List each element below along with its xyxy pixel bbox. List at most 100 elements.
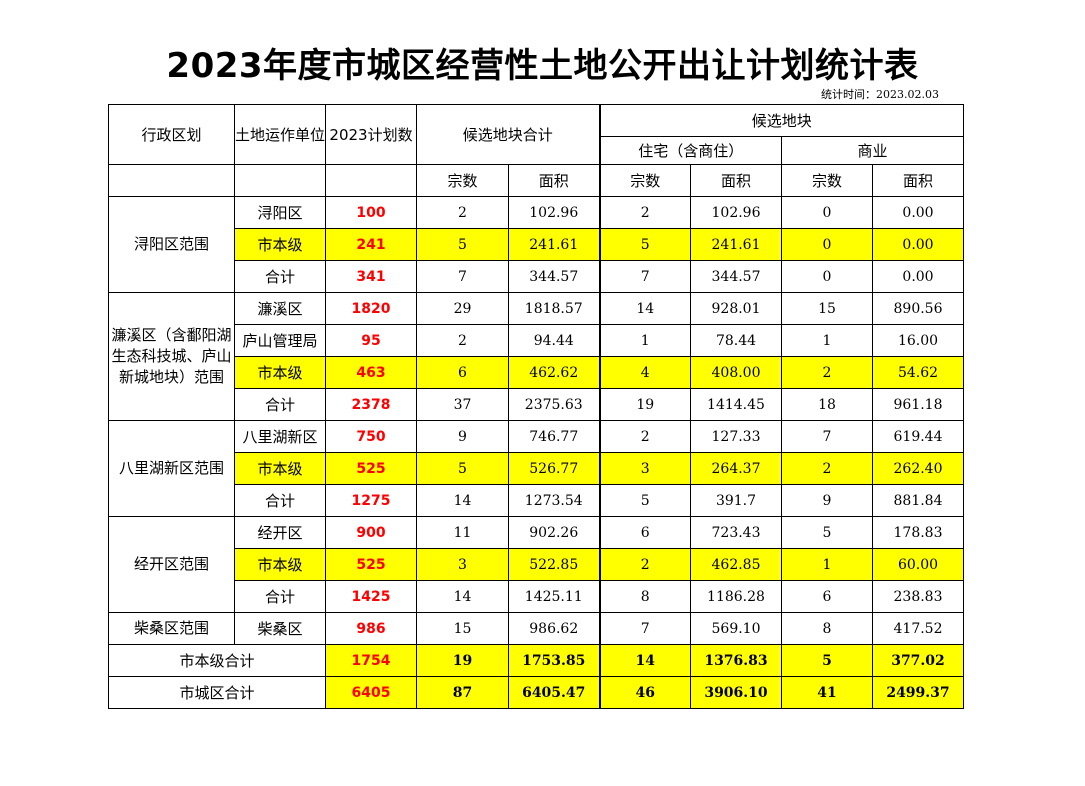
residential-area-cell: 569.10 [690,612,782,645]
residential-area-cell: 3906.10 [690,676,782,709]
residential-count-cell: 2 [599,420,691,453]
unit-cell: 市本级 [234,356,326,389]
commercial-count-cell: 6 [781,580,873,613]
plan-cell: 2378 [325,388,417,421]
plan-cell: 1425 [325,580,417,613]
table-row: 濂溪区（含鄱阳湖生态科技城、庐山新城地块）范围 濂溪区 1820 29 1818.57 1… [108,292,964,421]
table-row: 市本级 525 5 526.77 3 264.37 2 262.40 [109,452,964,485]
table-row: 市本级 525 3 522.85 2 462.85 1 60.00 [109,548,964,581]
region-cell: 八里湖新区范围 [108,420,235,517]
commercial-area-cell: 60.00 [872,548,964,581]
total-area-cell: 522.85 [508,548,601,581]
commercial-count-cell: 15 [781,292,873,325]
plan-cell: 341 [325,260,417,293]
header-plan: 2023计划数 [325,104,417,165]
commercial-count-cell: 5 [781,644,873,677]
unit-cell: 合计 [234,484,326,517]
commercial-count-cell: 1 [781,548,873,581]
residential-count-cell: 7 [599,612,691,645]
commercial-area-cell: 238.83 [872,580,964,613]
commercial-area-cell: 2499.37 [872,676,964,709]
residential-count-cell: 8 [599,580,691,613]
unit-cell: 经开区 [234,516,326,549]
total-count-cell: 15 [416,612,509,645]
total-count-cell: 2 [416,324,509,357]
residential-count-cell: 7 [599,260,691,293]
commercial-count-cell: 2 [781,452,873,485]
commercial-area-cell: 262.40 [872,452,964,485]
table-row: 合计 341 7 344.57 7 344.57 0 0.00 [109,260,964,293]
table-row: 柴桑区范围 柴桑区 986 15 986.62 7 569.10 8 417.52 [108,612,964,645]
unit-cell: 市本级 [234,548,326,581]
header-candidate-total: 候选地块合计 [416,104,601,165]
header-spacer [325,164,417,197]
total-count-cell: 87 [416,676,509,709]
residential-count-cell: 3 [599,452,691,485]
residential-count-cell: 5 [599,228,691,261]
residential-area-cell: 344.57 [690,260,782,293]
residential-area-cell: 408.00 [690,356,782,389]
residential-count-cell: 4 [599,356,691,389]
page-title: 2023年度市城区经营性土地公开出让计划统计表 [166,46,919,86]
plan-cell: 900 [325,516,417,549]
commercial-count-cell: 2 [781,356,873,389]
unit-cell: 濂溪区 [234,292,326,325]
table-row: 浔阳区范围 浔阳区 100 2 102.96 2 102.96 0 0.00 [108,196,964,293]
unit-cell: 庐山管理局 [234,324,326,357]
total-count-cell: 5 [416,452,509,485]
residential-area-cell: 78.44 [690,324,782,357]
total-area-cell: 746.77 [508,420,601,453]
region-cell: 柴桑区范围 [108,612,235,645]
commercial-area-cell: 377.02 [872,644,964,677]
total-area-cell: 1753.85 [508,644,601,677]
residential-count-cell: 5 [599,484,691,517]
unit-cell: 市本级 [234,228,326,261]
total-count-cell: 19 [416,644,509,677]
total-row: 市本级合计 1754 19 1753.85 14 1376.83 5 377.02 [108,644,964,677]
commercial-area-cell: 16.00 [872,324,964,357]
commercial-count-cell: 5 [781,516,873,549]
unit-cell: 合计 [234,260,326,293]
commercial-count-cell: 41 [781,676,873,709]
residential-count-cell: 14 [599,644,691,677]
residential-area-cell: 241.61 [690,228,782,261]
header-candidate: 候选地块 [599,104,964,137]
residential-area-cell: 264.37 [690,452,782,485]
header-area: 面积 [872,164,964,197]
commercial-count-cell: 1 [781,324,873,357]
table-row: 合计 1275 14 1273.54 5 391.7 9 881.84 [109,484,964,517]
commercial-count-cell: 0 [781,260,873,293]
stat-time: 统计时间：2023.02.03 [821,88,939,101]
plan-cell: 1275 [325,484,417,517]
total-count-cell: 14 [416,484,509,517]
header-spacer [108,164,235,197]
table-row: 经开区范围 经开区 900 11 902.26 6 723.43 5 178.83 [108,516,964,613]
total-area-cell: 526.77 [508,452,601,485]
commercial-count-cell: 0 [781,228,873,261]
plan-cell: 241 [325,228,417,261]
unit-cell: 浔阳区 [234,196,326,229]
residential-area-cell: 1414.45 [690,388,782,421]
total-label-cell: 市城区合计 [108,676,326,709]
residential-count-cell: 1 [599,324,691,357]
plan-cell: 525 [325,548,417,581]
residential-count-cell: 19 [599,388,691,421]
plan-cell: 100 [325,196,417,229]
commercial-area-cell: 178.83 [872,516,964,549]
header-area: 面积 [508,164,601,197]
total-area-cell: 2375.63 [508,388,601,421]
unit-cell: 合计 [234,388,326,421]
plan-cell: 1754 [325,644,417,677]
total-count-cell: 29 [416,292,509,325]
commercial-area-cell: 0.00 [872,196,964,229]
table-row: 市本级 463 6 462.62 4 408.00 2 54.62 [109,356,964,389]
commercial-area-cell: 0.00 [872,260,964,293]
commercial-count-cell: 8 [781,612,873,645]
residential-count-cell: 14 [599,292,691,325]
total-row: 市城区合计 6405 87 6405.47 46 3906.10 41 2499.37 [108,676,964,709]
commercial-area-cell: 619.44 [872,420,964,453]
total-area-cell: 102.96 [508,196,601,229]
table-row: 合计 1425 14 1425.11 8 1186.28 6 238.83 [109,580,964,613]
total-count-cell: 6 [416,356,509,389]
unit-cell: 市本级 [234,452,326,485]
